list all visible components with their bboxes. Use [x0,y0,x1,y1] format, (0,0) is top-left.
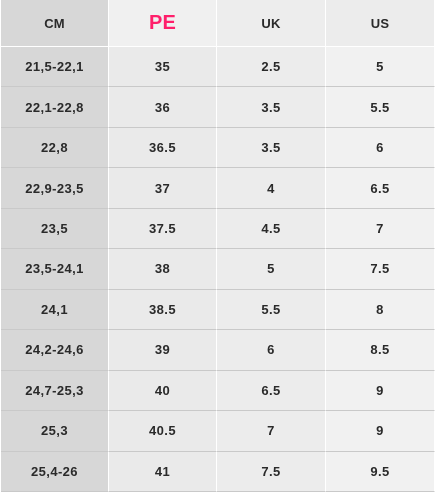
cell-us: 8.5 [326,330,435,371]
cell-uk: 4 [217,168,326,209]
cell-uk: 6.5 [217,370,326,412]
cell-cm: 22,1-22,8 [1,87,109,128]
cell-us: 7.5 [326,249,435,290]
cell-pe: 41 [109,451,217,492]
cell-cm: 23,5 [1,208,109,250]
cell-us: 9.5 [326,451,435,492]
cell-uk: 2.5 [217,47,326,88]
table-row: 22,1-22,8 36 3.5 5.5 [1,87,435,128]
cell-pe: 35 [109,47,217,88]
cell-pe: 40 [109,370,217,412]
header-row: CM PE UK US [1,0,435,47]
cell-us: 7 [326,208,435,250]
cell-pe: 40.5 [109,411,217,452]
cell-pe: 36.5 [109,127,217,169]
cell-uk: 7.5 [217,451,326,492]
table-row: 22,8 36.5 3.5 6 [1,127,435,169]
cell-uk: 3.5 [217,127,326,169]
cell-cm: 25,3 [1,411,109,452]
cell-cm: 24,1 [1,289,109,331]
table-row: 25,4-26 41 7.5 9.5 [1,451,435,492]
cell-pe: 37.5 [109,208,217,250]
cell-uk: 4.5 [217,208,326,250]
table-row: 24,7-25,3 40 6.5 9 [1,370,435,412]
cell-uk: 5 [217,249,326,290]
table-row: 25,3 40.5 7 9 [1,411,435,452]
cell-uk: 3.5 [217,87,326,128]
header-uk: UK [217,0,326,47]
cell-us: 6 [326,127,435,169]
cell-us: 9 [326,370,435,412]
cell-cm: 25,4-26 [1,451,109,492]
header-pe: PE [109,0,217,47]
table-row: 24,2-24,6 39 6 8.5 [1,330,435,371]
cell-us: 9 [326,411,435,452]
cell-us: 6.5 [326,168,435,209]
table-row: 21,5-22,1 35 2.5 5 [1,47,435,88]
cell-cm: 24,7-25,3 [1,370,109,412]
header-cm: CM [1,0,109,47]
cell-cm: 22,8 [1,127,109,169]
cell-pe: 37 [109,168,217,209]
cell-us: 8 [326,289,435,331]
table-body: 21,5-22,1 35 2.5 5 22,1-22,8 36 3.5 5.5 … [1,47,435,492]
table-row: 24,1 38.5 5.5 8 [1,289,435,331]
cell-cm: 21,5-22,1 [1,47,109,88]
table-row: 23,5 37.5 4.5 7 [1,208,435,250]
cell-cm: 23,5-24,1 [1,249,109,290]
cell-pe: 38.5 [109,289,217,331]
cell-us: 5.5 [326,87,435,128]
header-us: US [326,0,435,47]
cell-us: 5 [326,47,435,88]
table-row: 22,9-23,5 37 4 6.5 [1,168,435,209]
cell-cm: 24,2-24,6 [1,330,109,371]
cell-pe: 38 [109,249,217,290]
cell-cm: 22,9-23,5 [1,168,109,209]
cell-uk: 7 [217,411,326,452]
cell-pe: 36 [109,87,217,128]
cell-pe: 39 [109,330,217,371]
cell-uk: 6 [217,330,326,371]
cell-uk: 5.5 [217,289,326,331]
table-row: 23,5-24,1 38 5 7.5 [1,249,435,290]
table-header: CM PE UK US [1,0,435,47]
